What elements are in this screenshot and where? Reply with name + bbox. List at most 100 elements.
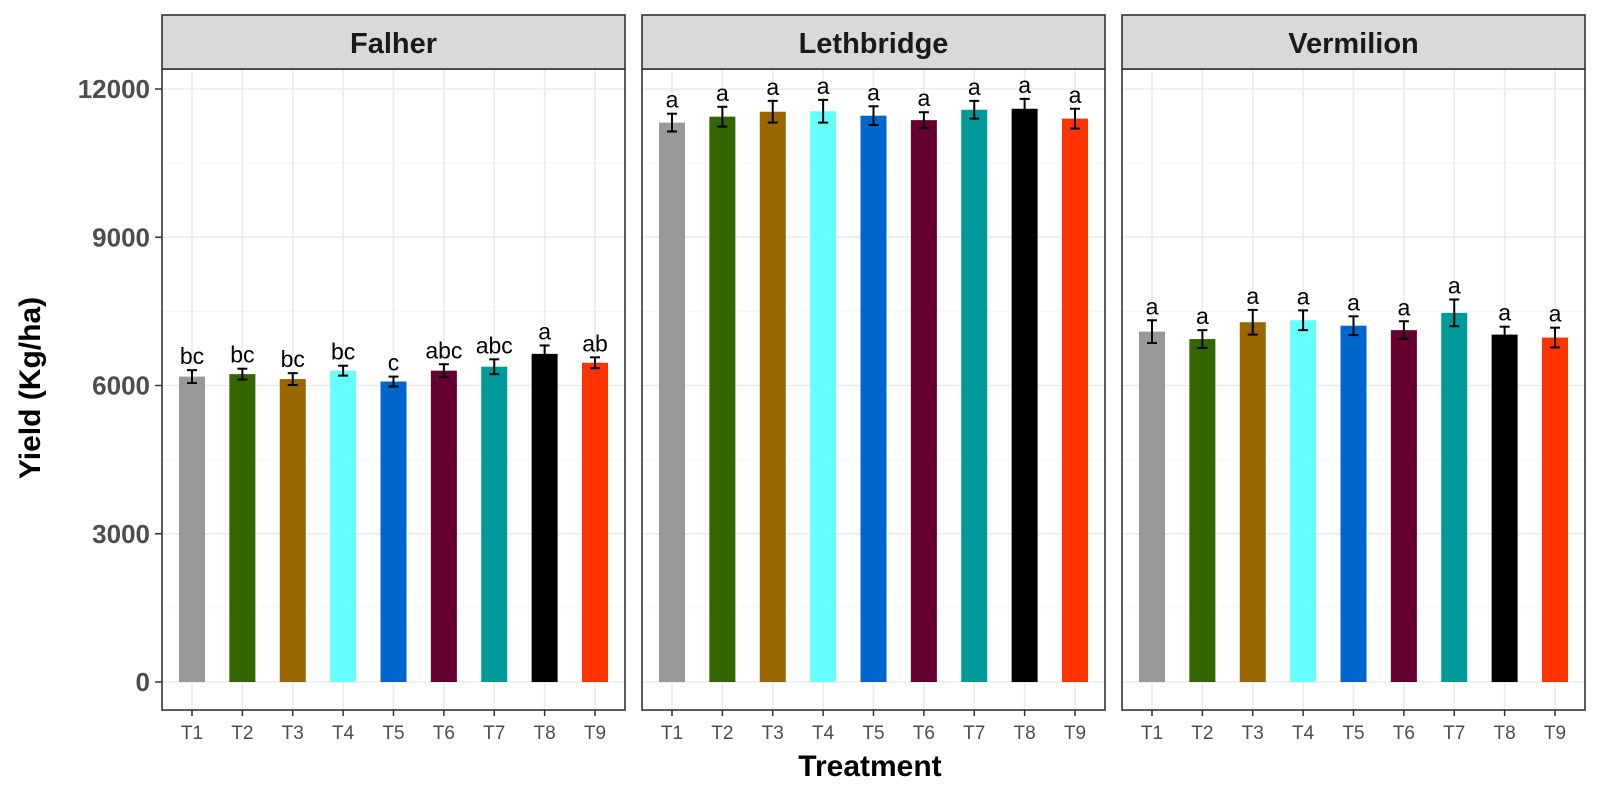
bar-t4	[1290, 320, 1317, 682]
x-tick-label: T5	[1342, 723, 1364, 744]
x-tick-label: T4	[1292, 723, 1315, 744]
x-tick-label: T1	[1141, 723, 1163, 744]
x-tick-label: T4	[332, 723, 355, 744]
x-tick-label: T5	[862, 723, 884, 744]
facet-label: Falher	[350, 28, 437, 60]
y-tick-label: 6000	[92, 371, 150, 401]
bar-t8	[531, 353, 558, 682]
significance-letter: a	[666, 87, 679, 113]
y-axis-title: Yield (Kg/ha)	[14, 297, 47, 479]
x-tick-label: T9	[1064, 723, 1086, 744]
x-tick-label: T7	[483, 723, 505, 744]
bar-t9	[582, 362, 608, 682]
x-tick-label: T9	[584, 723, 606, 744]
x-tick-label: T8	[534, 723, 556, 744]
x-tick-label: T5	[382, 723, 404, 744]
bar-t3	[1239, 322, 1266, 682]
facet-strip	[641, 14, 1106, 70]
significance-letter: a	[716, 80, 729, 106]
x-tick-label: T3	[762, 723, 784, 744]
bar-t2	[709, 116, 736, 682]
bar-t7	[961, 109, 988, 682]
x-tick-label: T6	[913, 723, 935, 744]
bar-t5	[1340, 325, 1367, 682]
bar-t9	[1542, 337, 1568, 682]
facet-strip	[1121, 14, 1586, 70]
significance-letter: a	[1397, 294, 1410, 320]
x-tick-label: T6	[1393, 723, 1415, 744]
bar-t5	[860, 115, 887, 682]
significance-letter: a	[867, 79, 880, 105]
x-tick-label: T2	[1191, 723, 1213, 744]
facet-vermilion: a T1 a T2 a T3 a T4 a T5 a T6 a T7 a T8 a T9 Vermilion	[1121, 14, 1586, 744]
y-axis: 0 3000 6000 9000 12000	[78, 74, 162, 697]
significance-letter: a	[917, 85, 930, 111]
x-tick-label: T7	[1443, 723, 1465, 744]
x-tick-label: T4	[812, 723, 835, 744]
facet-label: Vermilion	[1288, 28, 1419, 60]
facet-strip	[161, 14, 626, 70]
x-tick-label: T3	[1242, 723, 1264, 744]
significance-letter: abc	[425, 337, 462, 363]
significance-letter: bc	[331, 339, 355, 365]
significance-letter: a	[1448, 273, 1461, 299]
significance-letter: a	[1549, 301, 1562, 327]
y-tick-label: 12000	[78, 74, 150, 104]
bar-t6	[1390, 330, 1417, 682]
significance-letter: a	[968, 74, 981, 100]
x-tick-label: T2	[231, 723, 253, 744]
facet-label: Lethbridge	[799, 28, 949, 60]
bar-t3	[279, 379, 306, 682]
y-tick-label: 9000	[92, 222, 150, 252]
x-tick-label: T1	[661, 723, 683, 744]
bar-t8	[1491, 334, 1518, 682]
bar-t6	[910, 120, 937, 682]
significance-letter: a	[1297, 283, 1310, 309]
x-tick-label: T6	[433, 723, 455, 744]
bar-t2	[229, 374, 256, 682]
x-tick-label: T3	[282, 723, 304, 744]
significance-letter: abc	[476, 332, 513, 358]
bar-t7	[481, 366, 508, 682]
bar-t9	[1062, 118, 1088, 682]
bar-t1	[1139, 331, 1165, 682]
x-tick-label: T8	[1494, 723, 1516, 744]
y-tick-label: 0	[136, 667, 150, 697]
bar-t4	[810, 111, 837, 683]
x-tick-label: T1	[181, 723, 203, 744]
significance-letter: bc	[230, 342, 254, 368]
significance-letter: a	[817, 73, 830, 99]
significance-letter: a	[1018, 72, 1031, 98]
bar-t4	[330, 370, 357, 682]
significance-letter: c	[388, 350, 400, 376]
facet-lethbridge: a T1 a T2 a T3 a T4 a T5 a T6 a T7 a T8 a T9 Lethbridge	[641, 14, 1106, 744]
significance-letter: a	[1347, 289, 1360, 315]
x-tick-label: T9	[1544, 723, 1566, 744]
significance-letter: a	[766, 74, 779, 100]
bar-t8	[1011, 108, 1038, 683]
bar-t2	[1189, 339, 1216, 682]
x-tick-label: T2	[711, 723, 733, 744]
facet-falher: bc T1 bc T2 bc T3 bc T4 c T5 abc T6 abc T7 a T8 ab T9 Falh…	[161, 14, 626, 744]
bar-t7	[1441, 312, 1468, 682]
significance-letter: a	[1196, 303, 1209, 329]
significance-letter: bc	[281, 346, 305, 372]
significance-letter: a	[1246, 283, 1259, 309]
bar-t1	[659, 122, 685, 682]
y-tick-label: 3000	[92, 519, 150, 549]
x-tick-label: T8	[1014, 723, 1036, 744]
significance-letter: a	[1069, 82, 1082, 108]
bar-t5	[380, 381, 407, 682]
bar-t1	[179, 376, 205, 682]
facet-panels: bc T1 bc T2 bc T3 bc T4 c T5 abc T6 abc T7 a T8 ab T9 Falh…	[161, 14, 1586, 744]
bar-t6	[430, 370, 457, 682]
significance-letter: a	[538, 318, 551, 344]
bar-t3	[759, 111, 786, 682]
x-axis-title: Treatment	[798, 750, 941, 783]
significance-letter: ab	[582, 330, 608, 356]
significance-letter: a	[1146, 293, 1159, 319]
significance-letter: bc	[180, 343, 204, 369]
x-tick-label: T7	[963, 723, 985, 744]
significance-letter: a	[1498, 300, 1511, 326]
